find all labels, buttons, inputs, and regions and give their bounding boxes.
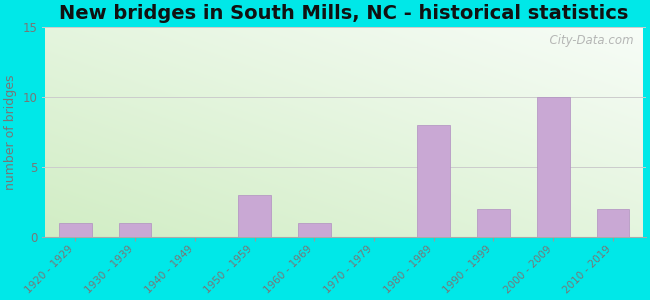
Bar (597, 209, 629, 237)
Text: City-Data.com: City-Data.com (542, 34, 634, 47)
Y-axis label: number of bridges: number of bridges (4, 75, 17, 190)
Bar (59, 223, 92, 237)
Bar (238, 195, 271, 237)
Bar (298, 223, 331, 237)
Bar (417, 125, 450, 237)
Bar (477, 209, 510, 237)
Title: New bridges in South Mills, NC - historical statistics: New bridges in South Mills, NC - histori… (59, 4, 629, 23)
Bar (537, 98, 569, 237)
Bar (119, 223, 151, 237)
